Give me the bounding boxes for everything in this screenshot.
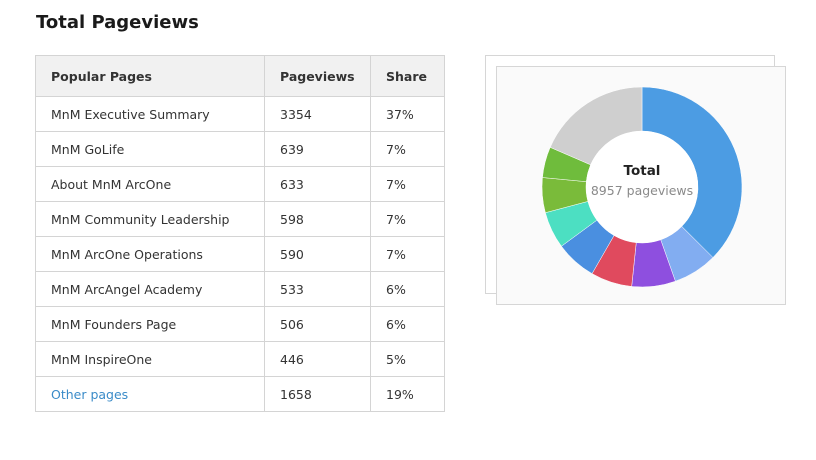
donut-chart (541, 86, 743, 288)
share-cell: 5% (370, 341, 445, 377)
table-row: MnM GoLife 639 7% (35, 131, 445, 167)
page-title: Total Pageviews (36, 12, 199, 33)
table-row: About MnM ArcOne 633 7% (35, 166, 445, 202)
page-name-cell: MnM ArcAngel Academy (35, 271, 265, 307)
pageviews-cell: 506 (264, 306, 371, 342)
share-cell: 7% (370, 236, 445, 272)
donut-center-label: Total 8957 pageviews (591, 163, 693, 198)
page-name-cell: MnM Community Leadership (35, 201, 265, 237)
page-name-cell: MnM ArcOne Operations (35, 236, 265, 272)
page-name-cell: MnM Founders Page (35, 306, 265, 342)
pageviews-cell: 533 (264, 271, 371, 307)
other-pages-link[interactable]: Other pages (35, 376, 265, 412)
donut-total-title: Total (623, 163, 661, 179)
share-cell: 19% (370, 376, 445, 412)
pageviews-cell: 590 (264, 236, 371, 272)
share-cell: 7% (370, 131, 445, 167)
share-cell: 6% (370, 271, 445, 307)
donut-total-subtitle: 8957 pageviews (590, 183, 694, 198)
share-cell: 6% (370, 306, 445, 342)
page-name-cell: About MnM ArcOne (35, 166, 265, 202)
page-name-cell: MnM Executive Summary (35, 96, 265, 132)
table-row: MnM Community Leadership 598 7% (35, 201, 445, 237)
column-header-pageviews[interactable]: Pageviews (264, 55, 371, 97)
popular-pages-table: Popular Pages Pageviews Share MnM Execut… (35, 55, 445, 412)
table-header-row: Popular Pages Pageviews Share (35, 55, 445, 97)
pageviews-cell: 3354 (264, 96, 371, 132)
column-header-share[interactable]: Share (370, 55, 445, 97)
table-row: MnM Executive Summary 3354 37% (35, 96, 445, 132)
table-row: MnM InspireOne 446 5% (35, 341, 445, 377)
table-row: MnM ArcAngel Academy 533 6% (35, 271, 445, 307)
column-header-popular-pages[interactable]: Popular Pages (35, 55, 265, 97)
pageviews-donut-card: Total 8957 pageviews (496, 66, 786, 305)
share-cell: 7% (370, 166, 445, 202)
table-row: MnM Founders Page 506 6% (35, 306, 445, 342)
pageviews-cell: 633 (264, 166, 371, 202)
pageviews-cell: 639 (264, 131, 371, 167)
table-row: Other pages 1658 19% (35, 376, 445, 412)
share-cell: 37% (370, 96, 445, 132)
page-name-cell: MnM GoLife (35, 131, 265, 167)
donut-hole (586, 131, 698, 243)
pageviews-cell: 446 (264, 341, 371, 377)
page-name-cell: MnM InspireOne (35, 341, 265, 377)
pageviews-cell: 1658 (264, 376, 371, 412)
pageviews-cell: 598 (264, 201, 371, 237)
share-cell: 7% (370, 201, 445, 237)
table-row: MnM ArcOne Operations 590 7% (35, 236, 445, 272)
